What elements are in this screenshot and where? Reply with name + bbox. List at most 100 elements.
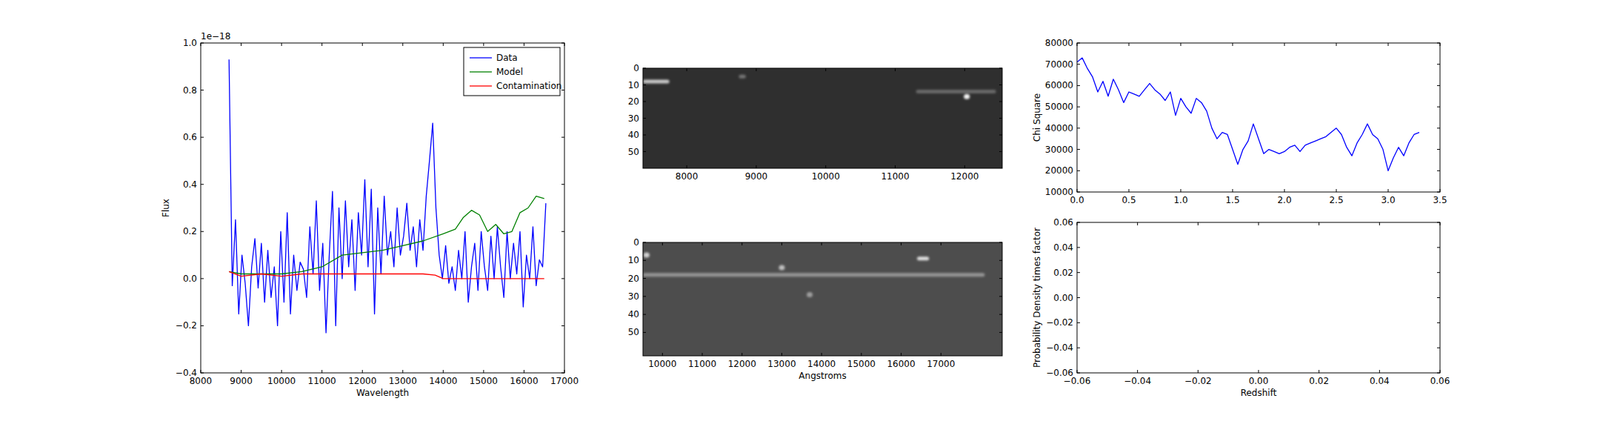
y-tick-label: 50000: [1045, 101, 1074, 112]
y-tick-label: 0.2: [182, 225, 198, 237]
x-tick: [825, 68, 826, 169]
y-tick: [1077, 222, 1440, 223]
legend-swatch: [469, 71, 492, 72]
y-tick-label: 0.4: [182, 179, 198, 190]
y-tick: [1077, 271, 1440, 273]
y-tick-label: 10: [628, 254, 640, 266]
image-background: [642, 242, 1003, 356]
y-tick: [1077, 42, 1440, 44]
x-tick: [442, 42, 444, 373]
frame: [642, 68, 1003, 169]
y-tick-label: −0.2: [175, 320, 198, 331]
y-tick-label: −0.06: [1045, 367, 1074, 378]
y-tick-label: 30000: [1045, 144, 1074, 155]
y-tick: [200, 372, 565, 374]
y-tick-label: 10000: [1045, 186, 1074, 198]
legend-label: Contamination: [496, 80, 562, 92]
panel: 8000900010000110001200013000140001500016…: [160, 31, 579, 398]
series-line: [228, 196, 545, 275]
x-tick-label: 16000: [886, 358, 915, 369]
x-tick-label: −0.02: [1184, 375, 1212, 386]
y-tick: [642, 84, 1003, 86]
x-tick: [894, 68, 896, 169]
image-feature: [643, 252, 650, 258]
y-tick-label: 0.00: [1053, 292, 1074, 303]
series-line: [228, 271, 545, 279]
frame: [1077, 42, 1440, 192]
series-line: [228, 59, 546, 333]
y-tick-label: 20000: [1045, 165, 1074, 176]
frame: [642, 242, 1003, 356]
image-feature: [806, 291, 813, 298]
y-tick-label: 40: [628, 308, 640, 320]
x-tick-label: 3.0: [1380, 194, 1395, 206]
x-axis-label: Angstroms: [798, 370, 846, 381]
panel: 0.00.51.01.52.02.53.03.51000020000300004…: [1031, 37, 1448, 206]
x-tick: [362, 42, 363, 373]
legend-label: Data: [496, 52, 518, 63]
image-feature: [917, 256, 929, 260]
y-axis-label: Flux: [160, 198, 172, 218]
x-tick-label: 0.5: [1121, 194, 1136, 206]
y-tick-label: 20: [628, 96, 640, 107]
x-tick: [964, 68, 966, 169]
x-tick-label: 15000: [847, 358, 876, 369]
y-tick-label: −0.02: [1045, 317, 1074, 328]
y-tick: [642, 101, 1003, 103]
y-tick: [1077, 127, 1440, 129]
frame: [1077, 222, 1440, 373]
y-tick-label: −0.04: [1045, 342, 1074, 353]
x-tick-label: 10000: [267, 375, 296, 386]
x-tick-label: 13000: [388, 375, 418, 386]
legend-swatch: [469, 57, 492, 58]
x-tick: [662, 242, 663, 356]
image-feature: [963, 94, 970, 100]
x-tick-label: 0.00: [1248, 375, 1269, 386]
y-tick: [200, 137, 565, 138]
x-tick: [900, 242, 902, 356]
legend: DataModelContamination: [463, 47, 562, 96]
plot-area: [642, 242, 1003, 356]
x-tick: [1388, 42, 1389, 192]
x-tick-label: 14000: [807, 358, 836, 369]
y-tick-label: 0: [633, 62, 640, 74]
x-tick: [1077, 42, 1078, 192]
figure: 8000900010000110001200013000140001500016…: [0, 0, 1600, 427]
y-axis-label: Chi Square: [1031, 93, 1043, 142]
axis-offset-label: 1e−18: [200, 31, 231, 42]
y-tick: [1077, 347, 1440, 349]
plot-area: [642, 68, 1003, 169]
image-feature: [642, 272, 985, 277]
image-feature: [778, 265, 785, 271]
image-feature: [916, 89, 997, 94]
x-tick: [402, 42, 403, 373]
x-tick: [686, 68, 688, 169]
y-tick-label: 30: [628, 113, 640, 124]
y-tick-label: 0.06: [1053, 217, 1074, 228]
x-tick: [755, 68, 757, 169]
y-tick: [1077, 246, 1440, 248]
image-feature: [738, 74, 746, 79]
x-tick-label: 0.06: [1430, 375, 1451, 386]
background: [0, 0, 1600, 427]
y-tick: [642, 295, 1003, 297]
x-tick-label: 16000: [509, 375, 538, 386]
y-tick-label: 40000: [1045, 122, 1074, 134]
x-tick-label: 0.04: [1369, 375, 1390, 386]
x-tick: [821, 242, 823, 356]
x-tick-label: 11000: [880, 171, 909, 182]
y-tick-label: 1.0: [182, 37, 198, 49]
y-tick-label: 80000: [1045, 37, 1074, 49]
y-tick: [1077, 148, 1440, 150]
image-feature: [642, 80, 670, 84]
x-tick: [1197, 222, 1199, 373]
x-axis-label: Redshift: [1240, 387, 1278, 398]
x-tick: [741, 242, 743, 356]
y-tick: [642, 68, 1003, 69]
x-tick-label: 2.5: [1328, 194, 1343, 206]
x-axis-label: Wavelength: [356, 387, 409, 398]
y-tick-label: 0.02: [1053, 267, 1074, 278]
x-tick: [1336, 42, 1338, 192]
x-tick-label: 1.5: [1225, 194, 1240, 206]
x-tick-label: 13000: [767, 358, 796, 369]
